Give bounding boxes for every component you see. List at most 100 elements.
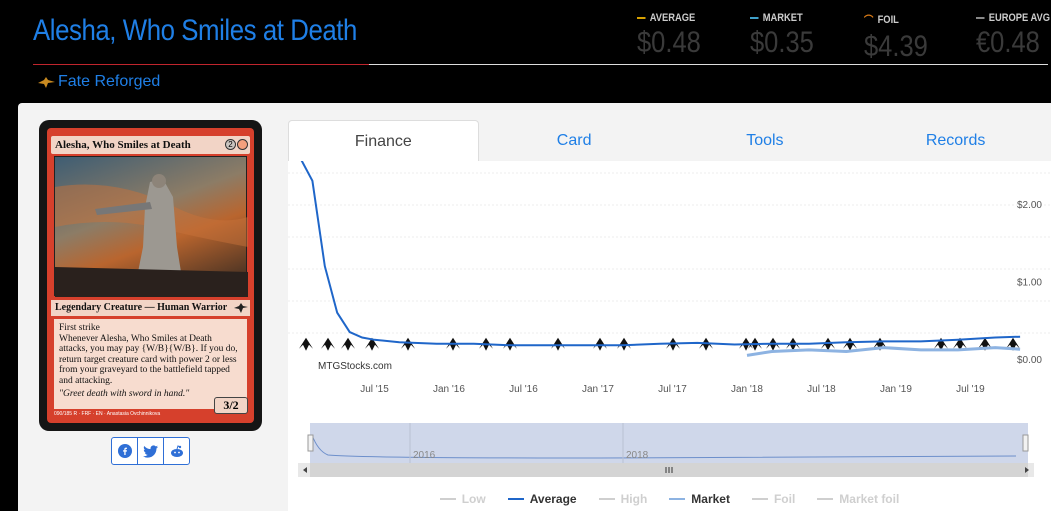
legend-swatch — [507, 498, 524, 500]
set-release-icon — [617, 337, 631, 351]
scroll-right-icon[interactable] — [1025, 467, 1029, 473]
navigator-left-handle[interactable] — [307, 434, 314, 452]
card-footer: 090/185 R · FRF · EN · Anastasia Ovchinn… — [54, 411, 161, 417]
legend-swatch — [817, 498, 834, 500]
share-buttons — [111, 437, 190, 465]
set-release-icon — [978, 337, 992, 351]
price-average: AVERAGE $0.48 — [637, 12, 712, 60]
red-mana-icon — [237, 139, 248, 150]
market-dash-icon — [750, 17, 759, 19]
x-tick-label: Jan '19 — [880, 384, 912, 395]
facebook-share-button[interactable] — [112, 438, 138, 464]
legend-swatch — [751, 498, 768, 500]
title-underline — [33, 64, 369, 65]
price-label: MARKET — [762, 12, 803, 24]
tab-records[interactable]: Records — [860, 120, 1051, 162]
price-foil: ⌒ FOIL $4.39 — [864, 12, 939, 64]
price-value: $4.39 — [864, 30, 928, 63]
series-line-market — [746, 346, 1021, 357]
tab-finance[interactable]: Finance — [288, 120, 479, 162]
header-divider — [369, 64, 1048, 65]
legend-swatch — [598, 498, 615, 500]
y-tick-label: $1.00 — [1017, 277, 1042, 288]
x-tick-label: Jan '18 — [731, 384, 763, 395]
legend-label: Market — [691, 492, 730, 506]
card-image[interactable]: Alesha, Who Smiles at Death 2 Legendary … — [39, 120, 262, 431]
price-europe: EUROPE AVG €0.48 — [976, 12, 1051, 60]
twitter-icon — [143, 444, 158, 458]
set-release-icon — [821, 337, 835, 351]
set-release-icon — [953, 337, 967, 351]
set-release-icon — [873, 337, 887, 351]
legend-item-market[interactable]: Market — [669, 492, 730, 506]
price-summary: AVERAGE $0.48 MARKET $0.35 ⌒ FOIL $4.39 E… — [0, 12, 1051, 64]
price-label: EUROPE AVG — [988, 12, 1051, 24]
y-tick-label: $0.00 — [1017, 355, 1042, 366]
price-market: MARKET $0.35 — [750, 12, 825, 60]
card-frame: Alesha, Who Smiles at Death 2 Legendary … — [47, 128, 254, 423]
twitter-share-button[interactable] — [138, 438, 164, 464]
chart-navigator[interactable]: 2016 2018 — [298, 423, 1034, 479]
set-release-icon — [593, 337, 607, 351]
set-name: Fate Reforged — [58, 73, 161, 90]
legend-swatch — [439, 498, 456, 500]
facebook-icon — [117, 444, 132, 458]
set-release-icon — [503, 337, 517, 351]
x-tick-label: Jul '17 — [658, 384, 687, 395]
card-rules-text: First strike Whenever Alesha, Who Smiles… — [54, 319, 247, 409]
mana-cost: 2 — [225, 139, 248, 150]
x-tick-label: Jan '16 — [433, 384, 465, 395]
x-tick-label: Jan '17 — [582, 384, 614, 395]
card-power-toughness: 3/2 — [214, 397, 248, 414]
series-line-average — [300, 161, 1021, 347]
chart-watermark: MTGStocks.com — [318, 361, 392, 372]
reddit-icon — [170, 444, 183, 457]
set-release-icon — [341, 337, 355, 351]
navigator-right-handle[interactable] — [1022, 434, 1029, 452]
reddit-share-button[interactable] — [164, 438, 189, 464]
card-type-line: Legendary Creature — Human Warrior — [51, 300, 250, 316]
price-value: $0.35 — [750, 26, 814, 59]
warrior-art-icon — [55, 174, 248, 297]
y-tick-label: $2.00 — [1017, 200, 1042, 211]
card-art — [54, 156, 248, 297]
navigator-year-label: 2018 — [626, 450, 649, 461]
x-tick-label: Jul '15 — [360, 384, 389, 395]
scrollbar-grip-icon — [665, 467, 673, 473]
tab-tools[interactable]: Tools — [669, 120, 861, 162]
set-release-icon — [365, 337, 379, 351]
legend-label: High — [620, 492, 648, 506]
legend-label: Foil — [773, 492, 796, 506]
set-release-icon — [551, 337, 565, 351]
legend-item-average[interactable]: Average — [507, 492, 577, 506]
set-link[interactable]: Fate Reforged — [38, 73, 160, 91]
legend-swatch — [669, 498, 686, 500]
legend-item-low[interactable]: Low — [439, 492, 486, 506]
card-name: Alesha, Who Smiles at Death — [51, 136, 250, 154]
card-flavor: "Greet death with sword in hand." — [59, 389, 190, 399]
x-tick-label: Jul '18 — [807, 384, 836, 395]
navigator-series — [311, 434, 1017, 459]
average-dash-icon — [637, 17, 646, 19]
tab-bar: Finance Card Tools Records — [288, 120, 1051, 162]
price-label: AVERAGE — [649, 12, 696, 24]
set-release-icon — [321, 337, 335, 351]
tab-card[interactable]: Card — [478, 120, 670, 162]
x-tick-label: Jul '16 — [509, 384, 538, 395]
set-release-icon — [934, 337, 948, 351]
set-release-icon — [1006, 337, 1020, 351]
legend-item-high[interactable]: High — [598, 492, 648, 506]
card-rule: Whenever Alesha, Who Smiles at Death att… — [59, 333, 238, 386]
generic-mana-icon: 2 — [225, 139, 236, 150]
scroll-left-icon[interactable] — [303, 467, 307, 473]
legend-item-market-foil[interactable]: Market foil — [817, 492, 899, 506]
price-label: FOIL — [877, 14, 899, 26]
chart-legend: Low Average High Market Foil Market foil — [288, 492, 1051, 506]
price-value: $0.48 — [637, 26, 701, 59]
navigator-year-label: 2016 — [413, 450, 436, 461]
page-title: Alesha, Who Smiles at Death — [33, 14, 357, 47]
set-release-icon — [299, 337, 313, 351]
legend-label: Average — [529, 492, 577, 506]
legend-item-foil[interactable]: Foil — [751, 492, 796, 506]
legend-label: Low — [461, 492, 486, 506]
